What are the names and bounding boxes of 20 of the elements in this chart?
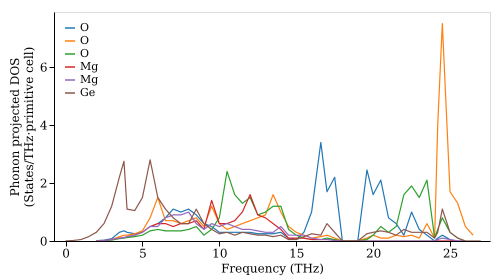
y-tick-label: 2 [40, 176, 48, 191]
y-axis-title: Phonon projected DOS (States/THz·primitive cell) [8, 46, 36, 208]
x-tick-label: 0 [62, 246, 70, 260]
legend-label: Ge [80, 86, 96, 99]
legend-label: O [80, 47, 90, 60]
x-axis-title: Frequency (THz) [221, 262, 324, 276]
x-tick-label: 20 [366, 246, 382, 260]
x-tick-label: 10 [212, 246, 228, 260]
legend-label: O [80, 34, 90, 47]
line-series [96, 211, 466, 241]
y-tick-label: 6 [40, 60, 48, 75]
y-tick-label: 4 [40, 118, 48, 133]
legend-label: Mg [80, 60, 98, 73]
legend-label: Mg [80, 73, 98, 86]
y-tick-label: 0 [40, 234, 48, 248]
x-tick-label: 25 [442, 246, 458, 260]
line-series [64, 159, 482, 241]
x-tick-label: 5 [139, 246, 147, 260]
legend-label: O [80, 21, 90, 34]
x-tick-label: 15 [289, 246, 304, 260]
